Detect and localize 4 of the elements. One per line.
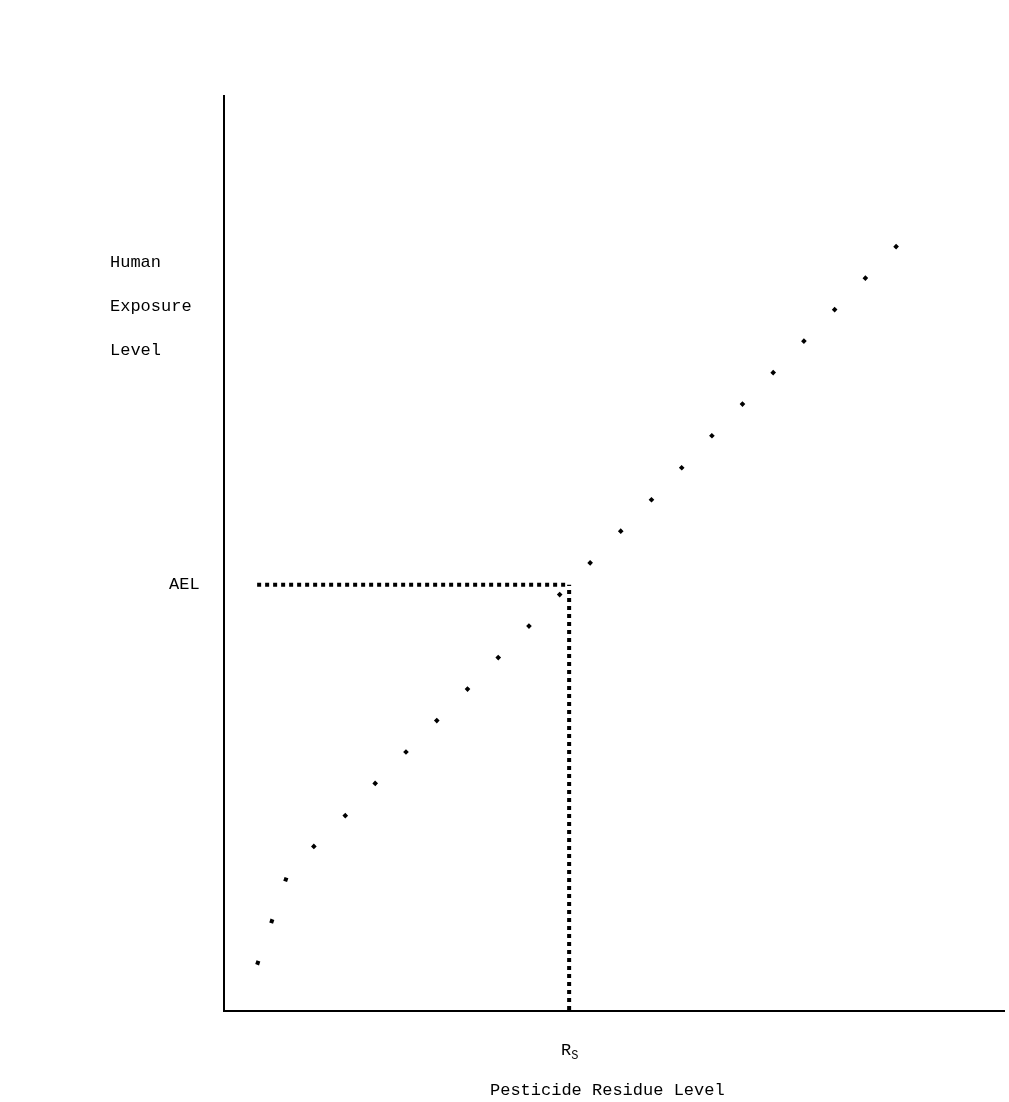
text: Human Exposure Level xyxy=(110,253,192,361)
text: R$_{S}$ xyxy=(561,1041,579,1063)
ref-line-label: AEL xyxy=(169,575,200,594)
x-axis-title: Pesticide Residue Level xyxy=(490,1081,725,1100)
